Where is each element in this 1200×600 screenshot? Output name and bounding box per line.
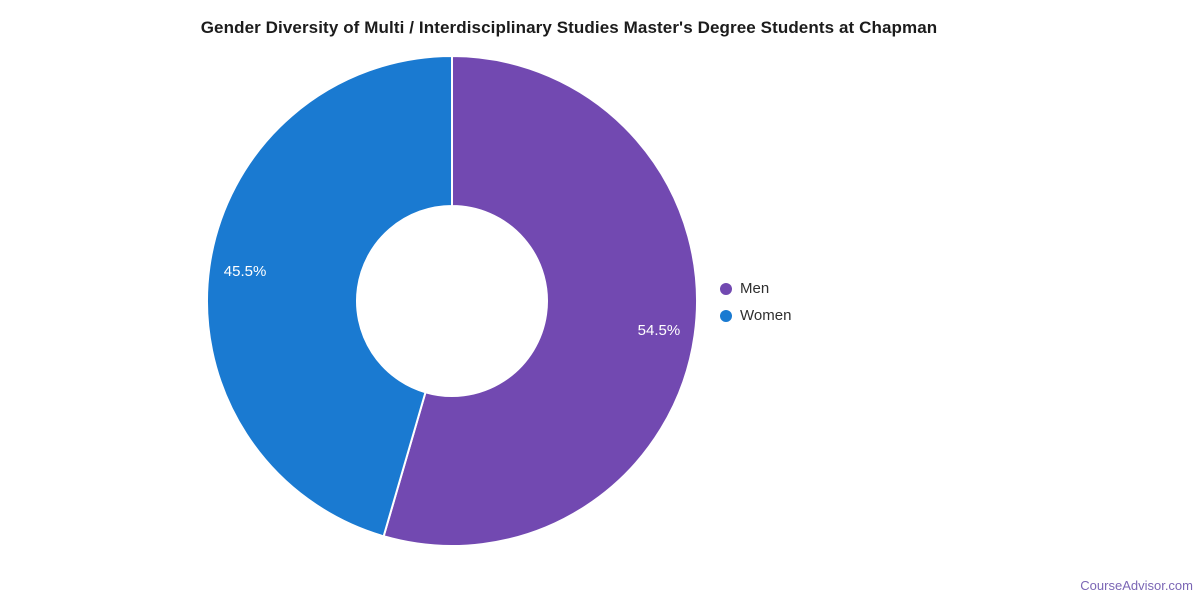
legend-item-women[interactable]: Women bbox=[720, 306, 791, 326]
legend: Men Women bbox=[720, 279, 791, 333]
men-swatch-icon bbox=[720, 283, 732, 295]
slice-label-men: 54.5% bbox=[638, 322, 681, 339]
credit-link[interactable]: CourseAdvisor.com bbox=[1080, 578, 1193, 593]
legend-label-men: Men bbox=[740, 280, 770, 297]
women-swatch-icon bbox=[720, 310, 732, 322]
pie-slice-women[interactable] bbox=[206, 55, 453, 538]
pie-slice-men[interactable] bbox=[382, 55, 698, 547]
legend-item-men[interactable]: Men bbox=[720, 279, 791, 299]
legend-label-women: Women bbox=[740, 307, 792, 324]
chart-title: Gender Diversity of Multi / Interdiscipl… bbox=[200, 18, 938, 37]
slice-label-women: 45.5% bbox=[224, 263, 267, 280]
